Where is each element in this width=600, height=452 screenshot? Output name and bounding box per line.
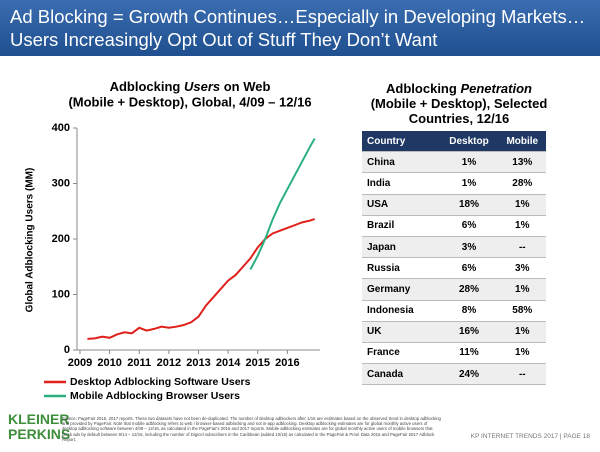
series-line [87,218,315,340]
table-row: Brazil 6% 1% [362,215,546,237]
table-cell: 18% [439,194,499,216]
column-header: Desktop [439,131,499,153]
table-cell: Germany [362,278,440,301]
table-cell: 1% [498,321,546,343]
table-cell: 3% [498,257,546,280]
table-cell: 1% [498,342,546,365]
y-tick-label: 400 [52,122,70,134]
title-part: Adblocking [110,79,181,94]
title-part: Adblocking [386,81,457,96]
title-part: (Mobile + Desktop), Selected [370,96,548,111]
title-part: Users [184,79,220,94]
chart-title: Adblocking Users on Web [110,79,271,94]
table-cell: 13% [498,151,546,174]
y-tick-label: 0 [64,344,70,356]
table-cell: Brazil [362,215,440,237]
table-cell: Canada [362,363,440,386]
logo-line: KLEINER [8,411,70,427]
table-cell: 1% [498,194,546,216]
table: Country Desktop Mobile China 1% 13% India 1% 28%… [362,131,546,386]
source-note: Source: PageFair 2015, 2017 reports. The… [62,416,441,442]
y-tick-label: 300 [52,177,70,189]
table-cell: 28% [498,172,546,195]
logo: KLEINER PERKINS [8,412,70,442]
page-number: KP INTERNET TRENDS 2017 | PAGE 18 [470,433,590,440]
x-tick-label: 2009 [68,357,92,369]
y-tick-label: 200 [52,233,70,245]
title-bar: Ad Blocking = Growth Continues…Especiall… [0,0,600,56]
x-tick-label: 2012 [157,357,181,369]
table-cell: 1% [439,172,499,195]
table-cell: 8% [439,300,499,322]
table-cell: 6% [439,257,499,280]
x-tick-label: 2016 [275,357,299,369]
title-line: Users Increasingly Opt Out of Stuff They… [10,29,438,50]
table-row: Japan 3% -- [362,236,546,259]
header-row: Country Desktop Mobile [362,131,546,153]
table-title: Adblocking Penetration (Mobile + Desktop… [352,81,566,126]
x-tick-label: 2010 [97,357,121,369]
x-tick-label: 2014 [216,357,241,369]
logo-line: PERKINS [8,426,71,442]
table-cell: Indonesia [362,300,440,322]
table-row: USA 18% 1% [362,194,546,216]
table-row: China 1% 13% [362,151,546,174]
title-part: Countries, 12/16 [408,111,510,126]
table-cell: 1% [498,278,546,301]
table-cell: China [362,151,440,174]
table-cell: UK [362,321,440,343]
title-line: Ad Blocking = Growth Continues…Especiall… [10,6,586,27]
table-cell: USA [362,194,440,216]
table-cell: 28% [439,278,499,301]
table-cell: 24% [439,363,499,386]
y-tick-label: 100 [52,288,70,300]
table-cell: 16% [439,321,499,343]
title-part: Penetration [460,81,532,96]
table-cell: 1% [439,151,499,174]
table-cell: -- [498,363,546,386]
x-tick-label: 2015 [246,357,270,369]
table-row: Canada 24% -- [362,363,546,386]
table-row: Russia 6% 3% [362,257,546,280]
table-cell: 6% [439,215,499,237]
x-tick-label: 2013 [186,357,210,369]
table-cell: France [362,342,440,365]
column-header: Mobile [498,131,546,153]
x-tick-label: 2011 [127,357,151,369]
table-cell: India [362,172,440,195]
table-cell: 58% [498,300,546,322]
table-cell: -- [498,236,546,259]
table-cell: 3% [439,236,499,259]
table-cell: Russia [362,257,440,280]
table-cell: Japan [362,236,440,259]
table-cell: 11% [439,342,499,365]
title-part: on Web [224,79,271,94]
table-row: Indonesia 8% 58% [362,300,546,322]
chart-title: (Mobile + Desktop), Global, 4/09 – 12/16 [68,94,311,109]
table-row: Germany 28% 1% [362,278,546,301]
table-row: France 11% 1% [362,342,546,365]
column-header: Country [362,131,440,153]
table-cell: 1% [498,215,546,237]
legend-label: Desktop Adblocking Software Users [70,376,251,388]
series-line [249,138,316,270]
y-axis-label: Global Adblocking Users (MM) [25,168,36,313]
legend-label: Mobile Adblocking Browser Users [70,390,240,402]
table-row: India 1% 28% [362,172,546,195]
table-row: UK 16% 1% [362,321,546,343]
